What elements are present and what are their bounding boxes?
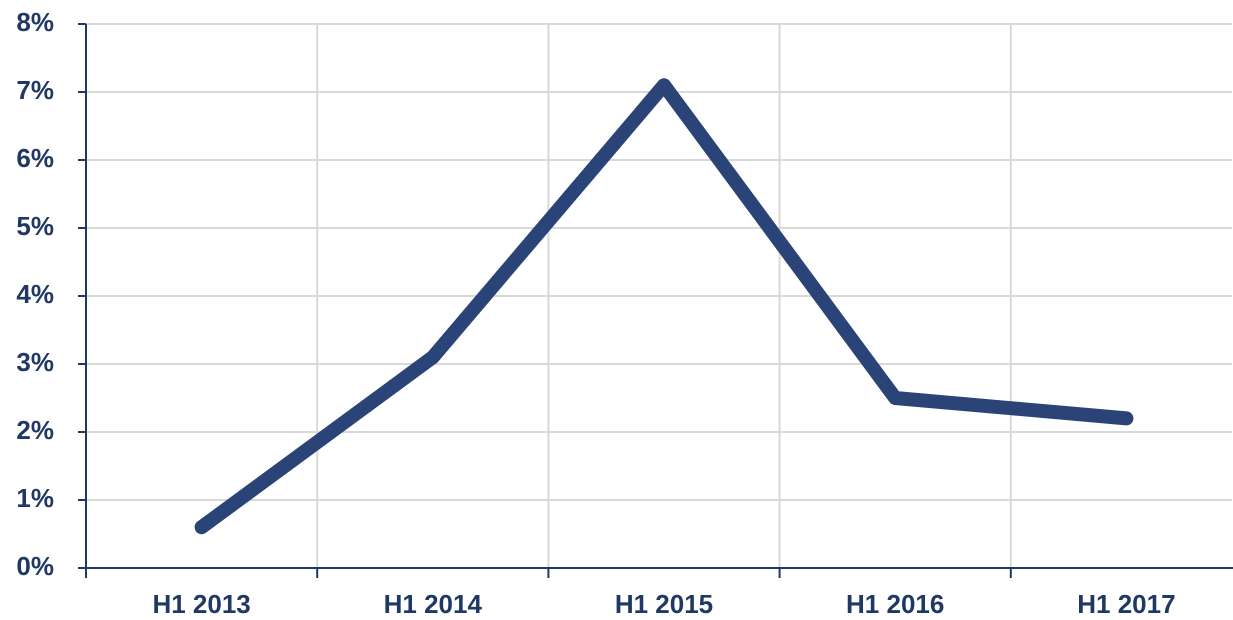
data-line <box>194 78 1134 535</box>
x-tick-label: H1 2013 <box>152 589 250 619</box>
y-tick-label: 1% <box>16 483 54 513</box>
y-tick-label: 0% <box>16 551 54 581</box>
y-tick-label: 3% <box>16 347 54 377</box>
y-tick-label: 6% <box>16 143 54 173</box>
x-tick-label: H1 2016 <box>846 589 944 619</box>
x-tick-label: H1 2014 <box>384 589 483 619</box>
y-tick-label: 5% <box>16 211 54 241</box>
y-tick-label: 8% <box>16 7 54 37</box>
y-tick-label: 4% <box>16 279 54 309</box>
y-tick-label: 2% <box>16 415 54 445</box>
x-tick-label: H1 2015 <box>615 589 713 619</box>
x-tick-label: H1 2017 <box>1077 589 1175 619</box>
y-tick-label: 7% <box>16 75 54 105</box>
